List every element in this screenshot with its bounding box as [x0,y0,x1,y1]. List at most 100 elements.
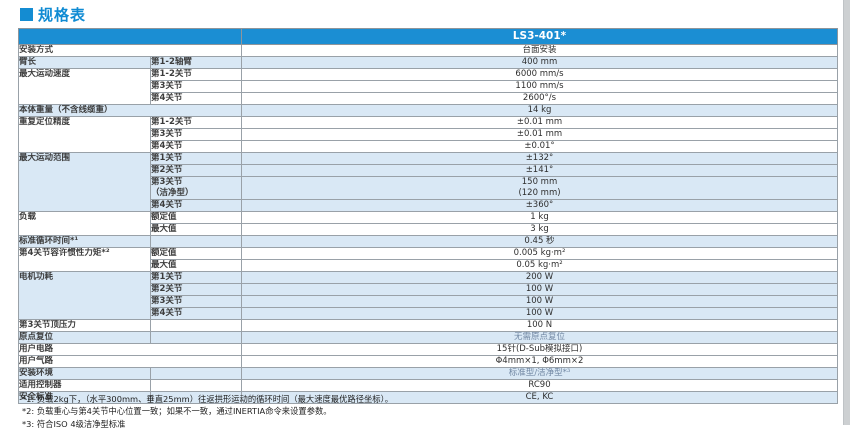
section-title-label: 规格表 [38,5,87,24]
spec-value: ±0.01° [241,140,838,153]
spec-sub-label: 第3关节 [150,295,242,309]
spec-value: 6000 mm/s [241,68,838,81]
table-row: 第3关节 100 W [19,295,838,309]
table-header-row: LS3-401* [18,28,838,45]
spec-value: ±132° [241,152,838,165]
spec-row-label: 臂长 [18,56,151,69]
spec-value: 1 kg [241,211,838,225]
table-row: 第4关节 2600°/s [19,92,838,105]
spec-value: ±0.01 mm [241,116,838,129]
table-row: 最大运动范围 第1关节 ±132° [18,151,838,213]
spec-sub-label: 第2关节 [150,283,242,297]
spec-sub-label: 第3关节 [150,80,242,93]
table-row: 本体重量（不含线缆重） 14 kg [18,104,838,117]
table-row: 第3关节 1100 mm/s [19,80,838,93]
spec-sub-label: 第4关节 [150,199,242,213]
header-left-cell [18,28,242,45]
spec-row-label: 用户电路 [18,343,242,357]
table-row: 适用控制器 RC90 [18,379,838,393]
spec-value: 台面安装 [241,44,838,57]
spec-value: 14 kg [241,104,838,117]
spec-row-label: 第3关节顶压力 [18,319,151,333]
spec-row-label: 负载 [18,211,151,237]
table-row: 安全标准 CE, KC [18,391,838,405]
table-row: 用户气路 Φ4mm×1, Φ6mm×2 [18,355,838,369]
table-row: 第4关节容许惯性力矩*² 额定值 0.005 kg·m² [18,247,838,273]
table-row: 标准循环时间*¹ 0.45 秒 [18,235,838,249]
table-row: 第2关节 ±141° [19,164,838,177]
spec-value: 2600°/s [241,92,838,105]
spec-row-label: 安装环境 [18,367,151,381]
spec-value: 无需原点复位 [241,331,838,345]
spec-row-label: 最大运动速度 [18,68,151,105]
spec-sub-label [150,331,242,345]
title-square-icon [20,7,33,21]
spec-row-label: 重复定位精度 [18,116,151,153]
spec-value: 0.05 kg·m² [241,259,838,273]
table-row: 最大值 3 kg [19,223,838,237]
spec-value: 100 W [241,283,838,297]
spec-value: RC90 [241,379,838,393]
spec-sub-label: 最大值 [150,223,242,237]
spec-sub-label: 额定值 [150,247,242,261]
spec-value: 3 kg [241,223,838,237]
spec-sub-label: 第1关节 [150,152,242,165]
spec-sub-label [150,367,242,381]
footnote-2: *2: 负载重心与第4关节中心位置一致；如果不一致，通过INERTIA命令来设置… [22,406,332,417]
table-row: 原点复位 无需原点复位 [18,331,838,345]
spec-sub-label: 第1-2轴臂 [150,56,242,69]
spec-value: ±0.01 mm [241,128,838,141]
table-row: 最大运动速度 第1-2关节 6000 mm/s [18,68,838,105]
spec-value: 0.005 kg·m² [241,247,838,261]
table-row: 负载 额定值 1 kg [18,211,838,237]
spec-sub-label: 额定值 [150,211,242,225]
spec-sub-label: 最大值 [150,259,242,273]
spec-sub-label [150,379,242,393]
spec-value: 0.45 秒 [241,235,838,249]
spec-value: CE, KC [241,391,838,405]
footnote-3: *3: 符合ISO 4级洁净型标准 [22,418,126,429]
spec-sub-label: 第2关节 [150,164,242,177]
spec-row-label: 原点复位 [18,331,151,345]
spec-sub-label: 第4关节 [150,307,242,321]
spec-value: 100 W [241,295,838,309]
spec-row-label: 本体重量（不含线缆重） [18,104,242,117]
spec-sub-label: 第4关节 [150,92,242,105]
spec-table: LS3-401* 安装方式 台面安装 臂长 第1-2轴臂 400 mm 最大运动速度 第1-… [18,28,838,405]
table-row: 电机功耗 第1关节 200 W [18,271,838,321]
spec-value: 400 mm [241,56,838,69]
spec-value: 150 mm (120 mm) [241,175,838,201]
page-edge [843,0,850,425]
spec-sub-label: 第1-2关节 [150,68,242,81]
spec-sub-label: 第3关节 [150,128,242,141]
spec-sub-label [150,391,242,405]
table-row: 安装方式 台面安装 [18,44,838,57]
table-row: 重复定位精度 第1-2关节 ±0.01 mm [18,116,838,153]
spec-sub-label: 第1关节 [150,271,242,285]
model-header-cell: LS3-401* [241,28,838,45]
spec-row-label: 安全标准 [18,391,151,405]
spec-value: ±141° [241,164,838,177]
footnotes: *1: 负载2kg下，（水平300mm、垂直25mm）往返拱形运动的循环时间（最… [22,393,822,430]
spec-row-label: 安装方式 [18,44,242,57]
spec-row-label: 最大运动范围 [18,151,151,213]
spec-value: 200 W [241,271,838,285]
spec-sub-label [150,319,242,333]
spec-value: 15针(D-Sub模拟接口) [241,343,838,357]
spec-row-label: 用户气路 [18,355,242,369]
table-row: 第3关节 （洁净型） 150 mm (120 mm) [19,175,838,201]
spec-row-label: 电机功耗 [18,271,151,321]
section-title: 规格表 [20,3,86,25]
table-row: 臂长 第1-2轴臂 400 mm [18,56,838,69]
spec-value: 100 W [241,307,838,321]
footnote-1: *1: 负载2kg下，（水平300mm、垂直25mm）往返拱形运动的循环时间（最… [22,394,394,404]
spec-sub-label [150,235,242,249]
table-row: 安装环境 标准型/洁净型*³ [18,367,838,381]
spec-value: ±360° [241,199,838,213]
spec-sub-label: 第3关节 （洁净型） [150,175,242,201]
table-row: 第3关节顶压力 100 N [18,319,838,333]
spec-sub-label: 第4关节 [150,140,242,153]
spec-row-label: 适用控制器 [18,379,151,393]
spec-value: Φ4mm×1, Φ6mm×2 [241,355,838,369]
spec-value: 1100 mm/s [241,80,838,93]
